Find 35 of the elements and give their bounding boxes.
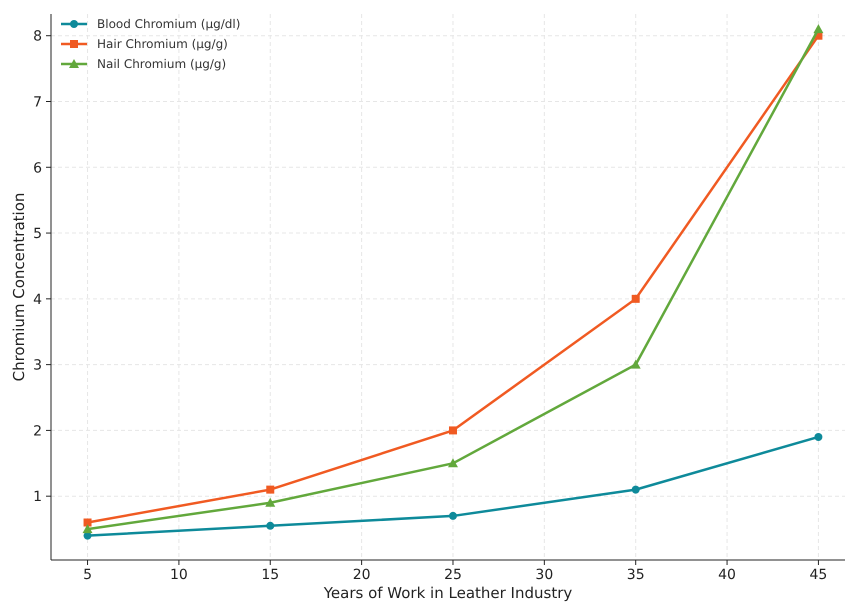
x-axis-title: Years of Work in Leather Industry: [322, 584, 572, 602]
y-tick-label: 4: [33, 292, 42, 308]
y-axis-title: Chromium Concentration: [10, 192, 28, 382]
point: [630, 360, 641, 369]
x-tick-label: 35: [626, 567, 645, 583]
point: [632, 486, 640, 494]
y-tick-label: 7: [33, 94, 42, 110]
legend-label: Hair Chromium (µg/g): [97, 37, 228, 51]
point: [448, 426, 457, 434]
point: [448, 458, 458, 468]
x-tick-label: 20: [352, 567, 371, 583]
point: [813, 24, 824, 34]
y-tick-label: 6: [33, 160, 42, 176]
x-tick-label: 15: [261, 567, 280, 583]
y-tick-label: 2: [33, 423, 42, 440]
legend-label: Blood Chromium (µg/dl): [97, 17, 240, 31]
point: [266, 486, 274, 494]
point: [632, 294, 640, 303]
x-tick-label: 30: [535, 567, 554, 583]
x-tick-label: 10: [170, 567, 188, 583]
point: [82, 524, 93, 534]
point: [84, 518, 92, 527]
point: [448, 512, 457, 520]
y-tick-label: 1: [33, 489, 42, 506]
x-tick-label: 45: [810, 567, 828, 583]
x-tick-label: 25: [444, 567, 462, 583]
y-tick-label: 3: [33, 358, 42, 374]
y-tick-label: 5: [33, 226, 42, 242]
legend-label: Nail Chromium (µg/g): [97, 57, 226, 71]
point: [266, 522, 274, 530]
x-tick-label: 5: [83, 567, 92, 583]
point: [265, 498, 276, 507]
x-tick-label: 40: [718, 567, 736, 583]
y-tick-label: 8: [33, 28, 42, 45]
point: [814, 432, 822, 441]
